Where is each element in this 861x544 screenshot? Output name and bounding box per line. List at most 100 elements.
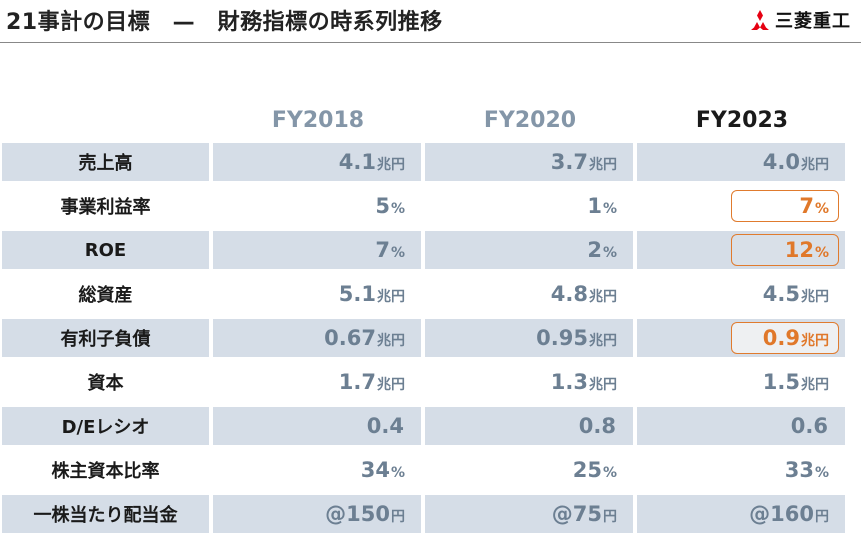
value-text: 7% xyxy=(375,238,405,262)
value-cell-fy2023: 1.5 兆円 xyxy=(637,363,845,401)
value-number: 0.8 xyxy=(578,414,616,438)
value-text: 0.8 xyxy=(579,414,617,438)
column-header-fy2018: FY2018 xyxy=(271,108,365,133)
value-unit: 兆円 xyxy=(377,377,405,393)
value-cell-fy2020: 3.7 兆円 xyxy=(425,143,633,181)
value-number: 0.4 xyxy=(366,414,404,438)
value-text: 5% xyxy=(375,194,405,218)
value-text: 0.4 xyxy=(367,414,405,438)
row-label: 売上高 xyxy=(2,143,209,181)
table-row: 売上高 4.1 兆円 3.7 兆円 4.0 兆円 xyxy=(0,143,861,181)
value-unit: % xyxy=(390,201,405,217)
value-cell-fy2018: 5.1 兆円 xyxy=(213,275,421,313)
value-unit: 兆円 xyxy=(589,157,617,173)
value-cell-fy2018: 4.1 兆円 xyxy=(213,143,421,181)
value-cell-fy2020: 0.8 xyxy=(425,407,633,445)
table-row: 一株当たり配当金 @150 円 @75 円 @160 円 xyxy=(0,495,861,533)
value-cell-fy2020: @75 円 xyxy=(425,495,633,533)
table-row: 総資産 5.1 兆円 4.8 兆円 4.5 兆円 xyxy=(0,275,861,313)
row-label: 有利子負債 xyxy=(2,319,209,357)
page-title: 21事計の目標 — 財務指標の時系列推移 xyxy=(6,10,443,35)
value-unit: 兆円 xyxy=(589,377,617,393)
target-highlight-box xyxy=(731,234,839,266)
value-cell-fy2018: 5% xyxy=(213,187,421,225)
value-unit: 兆円 xyxy=(801,157,829,173)
value-cell-fy2020: 25% xyxy=(425,451,633,489)
value-unit: 兆円 xyxy=(377,289,405,305)
value-number: 1.3 xyxy=(550,370,588,394)
column-header-fy2023: FY2023 xyxy=(695,108,789,133)
value-cell-fy2018: 0.4 xyxy=(213,407,421,445)
row-label: D/Eレシオ xyxy=(2,407,209,445)
target-highlight-box xyxy=(731,322,839,354)
value-text: 0.6 xyxy=(791,414,829,438)
row-label: 株主資本比率 xyxy=(51,461,160,482)
row-label: 総資産 xyxy=(78,285,133,306)
value-number: 1.5 xyxy=(762,370,800,394)
value-number: 7 xyxy=(799,194,814,218)
value-text: 3.7 兆円 xyxy=(551,150,617,174)
value-number: 12 xyxy=(784,238,814,262)
value-number: 0.67 xyxy=(324,326,376,350)
value-number: @160 xyxy=(749,502,814,526)
value-cell-fy2020: 1.3 兆円 xyxy=(425,363,633,401)
value-unit: % xyxy=(814,201,829,217)
table-row: 有利子負債 0.67 兆円 0.95 兆円 0.9 兆円 xyxy=(0,319,861,357)
value-number: 3.7 xyxy=(550,150,588,174)
value-text: 12% xyxy=(785,238,829,262)
value-number: 4.1 xyxy=(338,150,376,174)
table-row: 資本 1.7 兆円 1.3 兆円 1.5 兆円 xyxy=(0,363,861,401)
value-text: 34% xyxy=(361,458,405,482)
value-number: 7 xyxy=(375,238,390,262)
value-text: 0.67 兆円 xyxy=(324,326,405,350)
value-cell-fy2023: @160 円 xyxy=(637,495,845,533)
value-text: 4.0 兆円 xyxy=(763,150,829,174)
value-number: 0.6 xyxy=(790,414,828,438)
value-cell-fy2018: 1.7 兆円 xyxy=(213,363,421,401)
value-text: 2% xyxy=(587,238,617,262)
value-number: 1.7 xyxy=(338,370,376,394)
value-number: 1 xyxy=(587,194,602,218)
value-unit: % xyxy=(602,245,617,261)
value-cell-fy2023: 0.6 xyxy=(637,407,845,445)
value-cell-fy2020: 4.8 兆円 xyxy=(425,275,633,313)
value-unit: 円 xyxy=(815,509,829,525)
value-cell-fy2018: 34% xyxy=(213,451,421,489)
three-diamonds-icon xyxy=(751,10,769,30)
value-number: 25 xyxy=(572,458,602,482)
row-label: ROE xyxy=(2,231,209,269)
value-cell-fy2023: 4.5 兆円 xyxy=(637,275,845,313)
value-number: 4.0 xyxy=(762,150,800,174)
value-text: @150 円 xyxy=(325,502,405,526)
value-unit: % xyxy=(814,245,829,261)
value-text: 4.8 兆円 xyxy=(551,282,617,306)
value-text: @160 円 xyxy=(749,502,829,526)
value-unit: % xyxy=(602,201,617,217)
value-text: 7% xyxy=(799,194,829,218)
value-cell-fy2023: 12% xyxy=(637,231,845,269)
value-unit: 兆円 xyxy=(377,157,405,173)
table-row: 株主資本比率 34% 25% 33% xyxy=(0,451,861,489)
logo-text: 三菱重工 xyxy=(775,11,851,32)
value-number: 34 xyxy=(360,458,390,482)
value-cell-fy2018: 7% xyxy=(213,231,421,269)
value-number: 0.9 xyxy=(762,326,800,350)
value-unit: 兆円 xyxy=(377,333,405,349)
value-cell-fy2020: 0.95 兆円 xyxy=(425,319,633,357)
value-unit: 兆円 xyxy=(589,333,617,349)
value-cell-fy2023: 7% xyxy=(637,187,845,225)
value-text: 1.5 兆円 xyxy=(763,370,829,394)
value-text: 1% xyxy=(587,194,617,218)
row-label: 資本 xyxy=(87,373,124,394)
value-unit: 兆円 xyxy=(801,333,829,349)
value-cell-fy2018: 0.67 兆円 xyxy=(213,319,421,357)
value-text: 25% xyxy=(573,458,617,482)
value-text: 1.7 兆円 xyxy=(339,370,405,394)
value-text: 1.3 兆円 xyxy=(551,370,617,394)
value-number: @150 xyxy=(325,502,390,526)
value-number: @75 xyxy=(551,502,602,526)
value-unit: 兆円 xyxy=(801,377,829,393)
value-text: @75 円 xyxy=(552,502,617,526)
value-number: 2 xyxy=(587,238,602,262)
value-unit: 円 xyxy=(391,509,405,525)
